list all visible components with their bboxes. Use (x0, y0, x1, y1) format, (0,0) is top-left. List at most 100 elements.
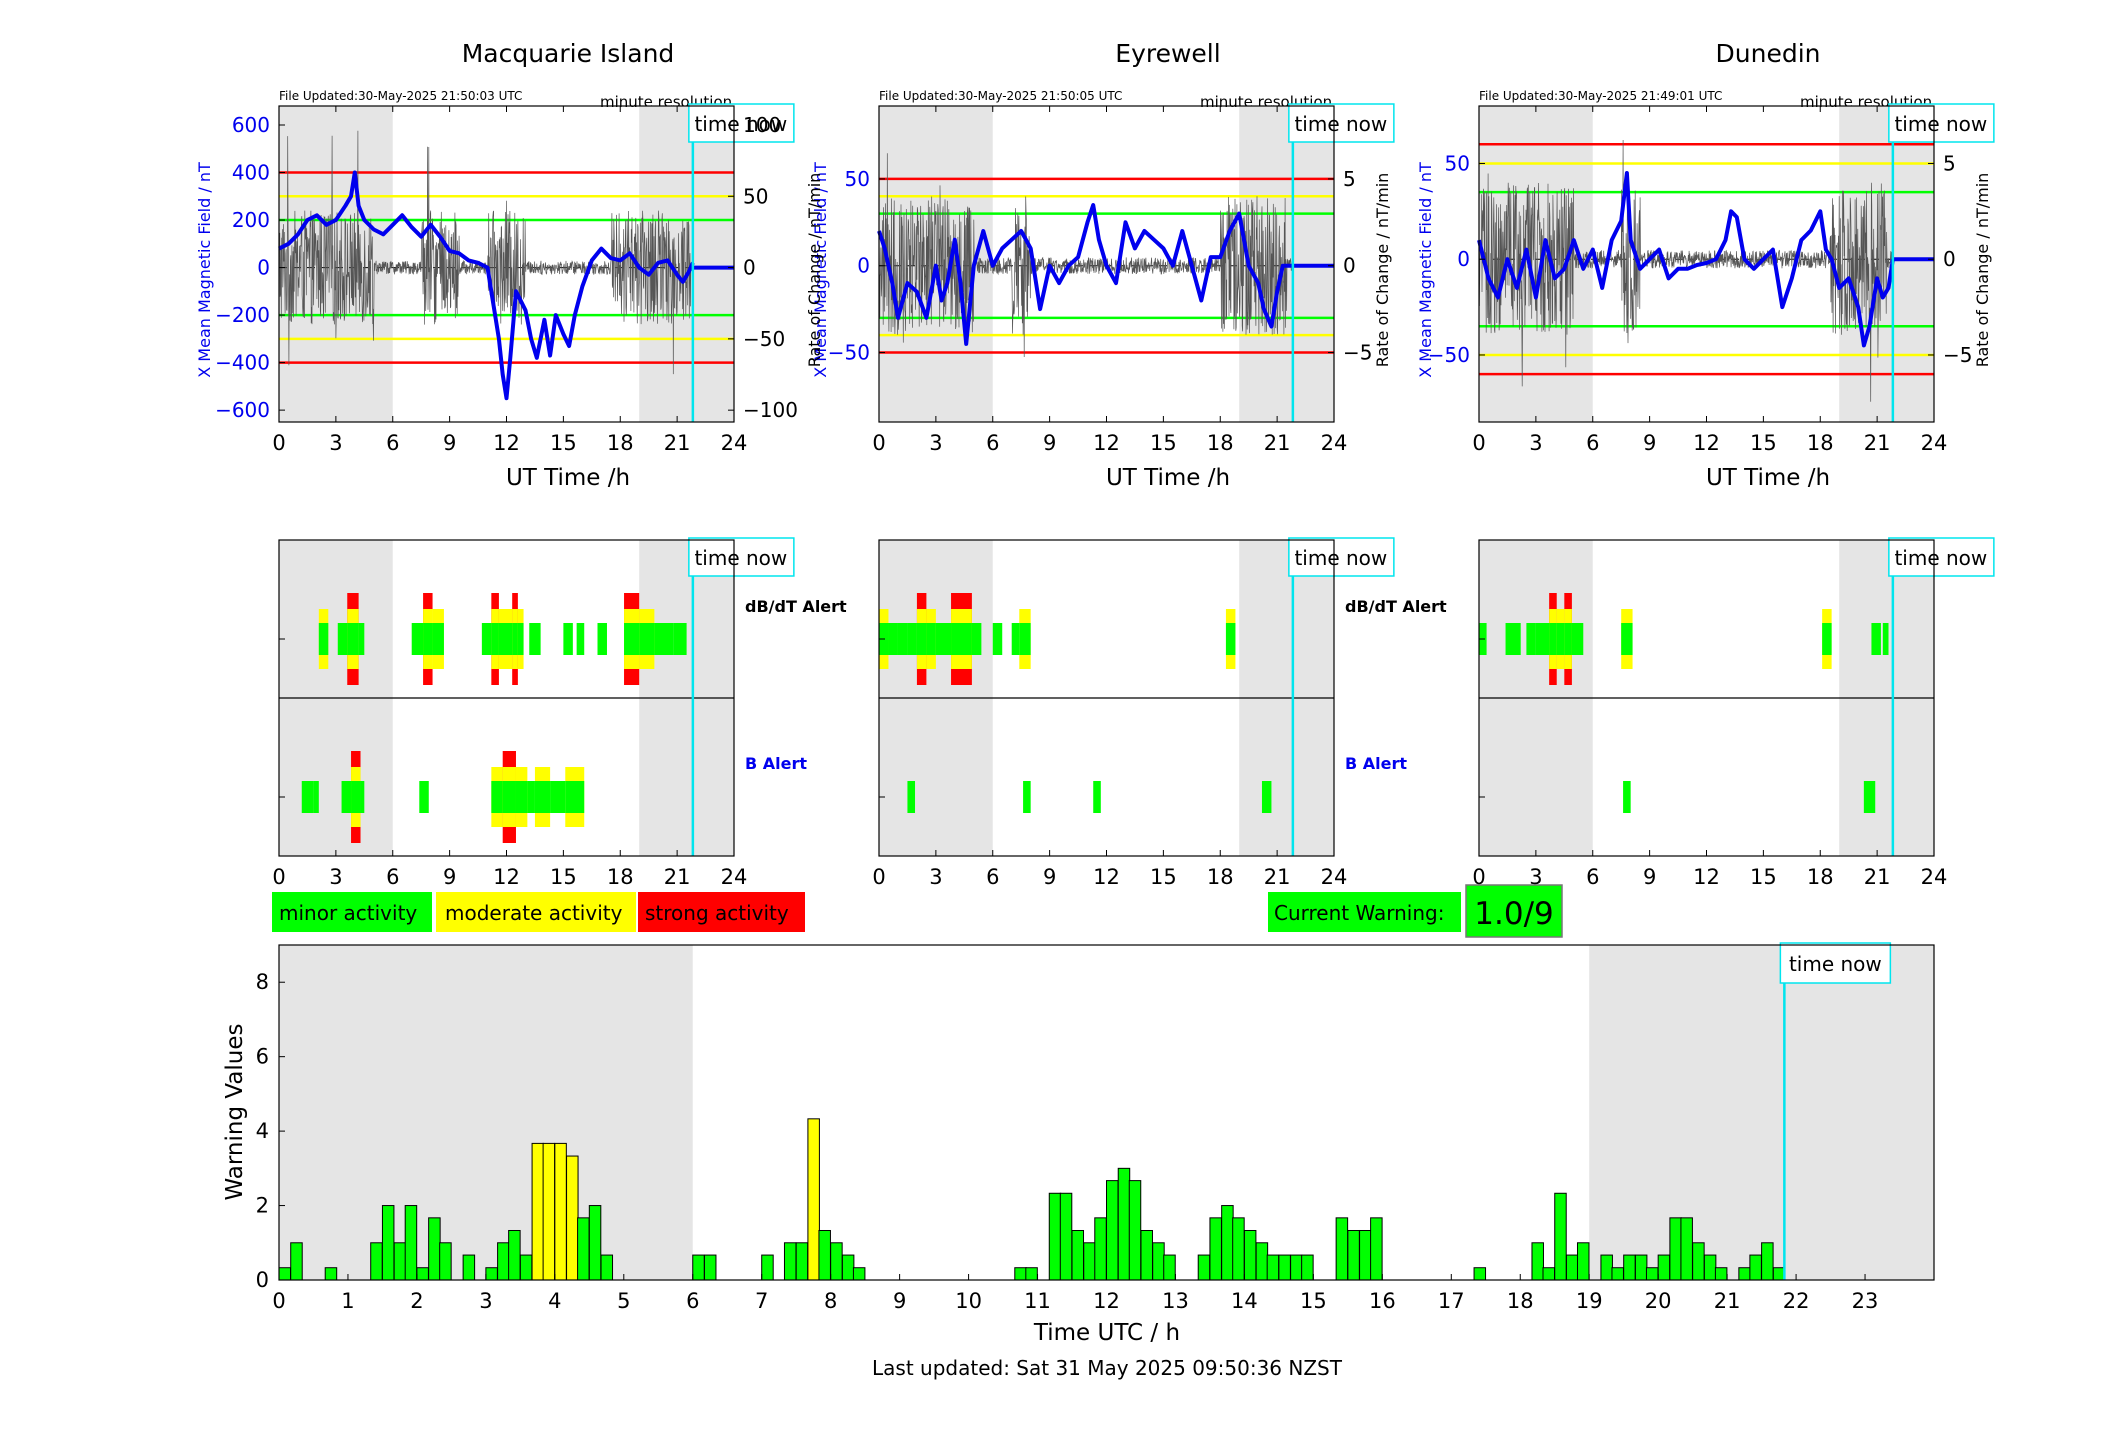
alert-cell-level-1 (423, 623, 433, 655)
x-tick-label: 12 (1093, 431, 1120, 455)
alert-cell-level-1 (951, 623, 972, 655)
alert-cell-level-1 (529, 623, 541, 655)
alert-label-dbdt-eyrewell: dB/dT Alert (1345, 597, 1447, 616)
time-now-box (688, 103, 795, 143)
y-tick-left-label: −200 (215, 303, 270, 327)
x-tick-label: 18 (607, 431, 634, 455)
time-now-box (1888, 103, 1995, 143)
x-tick-label: 0 (872, 865, 885, 889)
current-warning-value: 1.0/9 (1474, 896, 1553, 932)
alert-cell-level-1 (597, 623, 607, 655)
warning-bar (1278, 1254, 1291, 1281)
x-mean-field-line (278, 170, 695, 401)
warning-bar (519, 1254, 533, 1281)
x-tick-label: 2 (410, 1289, 423, 1313)
warning-bar (1243, 1229, 1257, 1281)
legend-moderate-label: moderate activity (445, 901, 623, 925)
warning-bar (795, 1242, 809, 1281)
warning-bar (1714, 1267, 1728, 1281)
alert-cell-level-1 (527, 781, 535, 813)
warning-bar (290, 1242, 303, 1281)
x-tick-label: 9 (443, 431, 456, 455)
x-tick-label: 12 (493, 865, 520, 889)
warning-bar (1059, 1192, 1073, 1281)
warning-bar (1623, 1254, 1636, 1281)
warning-bar (841, 1254, 855, 1281)
warning-bar (703, 1254, 717, 1281)
warning-bar (462, 1254, 476, 1281)
x-tick-label: 5 (617, 1289, 630, 1313)
alert-cell-level-1 (534, 781, 551, 813)
alert-cell-level-1 (1863, 781, 1876, 813)
alert-cell-level-1 (301, 781, 314, 813)
warning-bar (692, 1254, 705, 1281)
file-updated-dunedin: File Updated:30-May-2025 21:49:01 UTC (1479, 89, 1722, 103)
warning-bar (1749, 1254, 1762, 1281)
alert-cell-level-1 (432, 623, 444, 655)
alert-cell-level-1 (419, 781, 429, 813)
x-tick-label: 13 (1162, 1289, 1189, 1313)
alert-cell-level-1 (1822, 623, 1832, 655)
x-tick-label: 6 (686, 1289, 699, 1313)
x-tick-label: 15 (1150, 431, 1177, 455)
file-updated-macquarie: File Updated:30-May-2025 21:50:03 UTC (279, 89, 522, 103)
x-tick-label: 8 (824, 1289, 837, 1313)
alert-cell-level-1 (512, 623, 518, 655)
warning-bar (1359, 1229, 1372, 1281)
warning-bar (404, 1205, 418, 1281)
x-tick-label: 22 (1783, 1289, 1810, 1313)
warning-bar (1370, 1217, 1383, 1281)
alert-cell-level-1 (1261, 781, 1272, 813)
x-tick-label: 18 (1207, 431, 1234, 455)
warning-bar (531, 1142, 545, 1281)
warning-bar (1014, 1267, 1027, 1281)
alert-cell-level-1 (1564, 623, 1572, 655)
warning-bar (1347, 1229, 1360, 1281)
xlabel-eyrewell: UT Time /h (1106, 465, 1230, 491)
warning-bar (324, 1267, 338, 1281)
alert-cell-level-1 (1505, 623, 1521, 655)
y-tick-label: 2 (256, 1194, 269, 1218)
warning-ylabel: Warning Values (222, 1023, 248, 1200)
time-now-box (1888, 537, 1995, 577)
x-tick-label: 7 (755, 1289, 768, 1313)
warning-bar (1048, 1192, 1062, 1281)
alert-cell-level-1 (337, 623, 348, 655)
x-tick-label: 3 (929, 865, 942, 889)
x-tick-label: 21 (1864, 431, 1891, 455)
alert-cell-level-1 (1535, 623, 1550, 655)
x-tick-label: 16 (1369, 1289, 1396, 1313)
warning-bar (1669, 1217, 1682, 1281)
alert-cell-level-1 (563, 623, 573, 655)
alert-label-b-macquarie: B Alert (745, 754, 807, 773)
alert-cell-level-1 (1225, 623, 1236, 655)
x-tick-label: 6 (986, 865, 999, 889)
xlabel-dunedin: UT Time /h (1706, 465, 1830, 491)
time-now-label: time now (1894, 546, 1987, 570)
warning-bar (1576, 1242, 1590, 1281)
x-tick-label: 12 (1693, 431, 1720, 455)
alert-cell-level-1 (313, 781, 319, 813)
time-now-box (1779, 942, 1892, 984)
warning-bar (1542, 1267, 1556, 1281)
time-now-box (688, 537, 795, 577)
ylabel-right-dunedin: Rate of Change / nT/min (1973, 173, 1992, 368)
x-tick-label: 1 (341, 1289, 354, 1313)
warning-bar (588, 1205, 602, 1281)
x-tick-label: 6 (986, 431, 999, 455)
legend-minor-swatch (272, 892, 432, 932)
alert-cell-level-1 (1571, 623, 1584, 655)
footer-last-updated: Last updated: Sat 31 May 2025 09:50:36 N… (872, 1356, 1343, 1380)
x-tick-label: 0 (272, 1289, 285, 1313)
y-tick-right-label: 5 (1943, 151, 1956, 175)
warning-bar (381, 1205, 395, 1281)
y-tick-right-label: 0 (1943, 247, 1956, 271)
x-tick-label: 21 (1264, 865, 1291, 889)
warning-bar (600, 1254, 614, 1281)
x-tick-label: 3 (1529, 431, 1542, 455)
x-tick-label: 3 (329, 431, 342, 455)
warning-bar (1221, 1205, 1234, 1281)
warning-bar (807, 1118, 820, 1281)
x-tick-label: 18 (607, 865, 634, 889)
